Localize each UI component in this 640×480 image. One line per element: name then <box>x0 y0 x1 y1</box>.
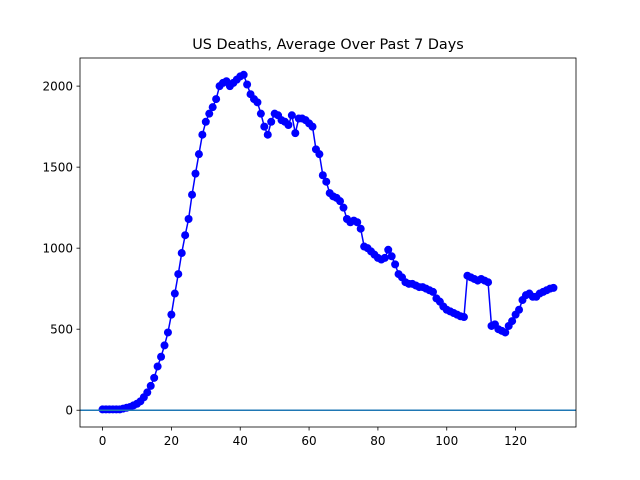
y-tick-label: 1000 <box>42 242 73 256</box>
point <box>201 117 210 126</box>
y-tick-label: 500 <box>50 323 73 337</box>
point <box>501 328 510 337</box>
point <box>163 328 172 337</box>
point <box>167 310 176 319</box>
point <box>336 197 345 206</box>
point <box>150 373 159 382</box>
point <box>291 129 300 138</box>
point <box>256 109 265 118</box>
x-tick-label: 40 <box>233 434 248 448</box>
point <box>428 287 437 296</box>
x-tick-label: 120 <box>504 434 527 448</box>
x-tick-label: 80 <box>370 434 385 448</box>
point <box>391 260 400 269</box>
point <box>339 203 348 212</box>
point <box>318 171 327 180</box>
y-tick-label: 1500 <box>42 161 73 175</box>
point <box>253 98 262 107</box>
point <box>205 109 214 118</box>
point <box>184 215 193 224</box>
point <box>322 177 331 186</box>
point <box>508 317 517 326</box>
point <box>243 80 252 89</box>
point <box>267 117 276 126</box>
point <box>188 190 197 199</box>
point <box>239 70 248 79</box>
point <box>287 111 296 120</box>
point <box>356 224 365 233</box>
point <box>143 388 152 397</box>
x-tick-label: 100 <box>435 434 458 448</box>
point <box>315 150 324 159</box>
point <box>387 252 396 261</box>
y-tick-label: 2000 <box>42 80 73 94</box>
point <box>146 381 155 390</box>
point <box>384 245 393 254</box>
point <box>260 122 269 131</box>
point <box>191 169 200 178</box>
point <box>484 278 493 287</box>
point <box>353 218 362 227</box>
point <box>549 283 558 292</box>
point <box>263 130 272 139</box>
point <box>194 150 203 159</box>
point <box>153 362 162 371</box>
point <box>157 352 166 361</box>
point <box>284 121 293 130</box>
point <box>515 305 524 314</box>
point <box>380 253 389 262</box>
point <box>198 130 207 139</box>
point <box>174 270 183 279</box>
x-tick-label: 20 <box>164 434 179 448</box>
plot-frame <box>79 57 577 428</box>
point <box>170 289 179 298</box>
y-tick-label: 0 <box>65 404 73 418</box>
point <box>208 103 217 112</box>
x-tick-label: 0 <box>99 434 107 448</box>
x-tick-label: 60 <box>301 434 316 448</box>
point <box>160 341 169 350</box>
point <box>212 95 221 104</box>
point <box>308 122 317 131</box>
chart-title: US Deaths, Average Over Past 7 Days <box>192 37 463 53</box>
point <box>459 313 468 322</box>
point <box>181 231 190 240</box>
point <box>177 249 186 258</box>
